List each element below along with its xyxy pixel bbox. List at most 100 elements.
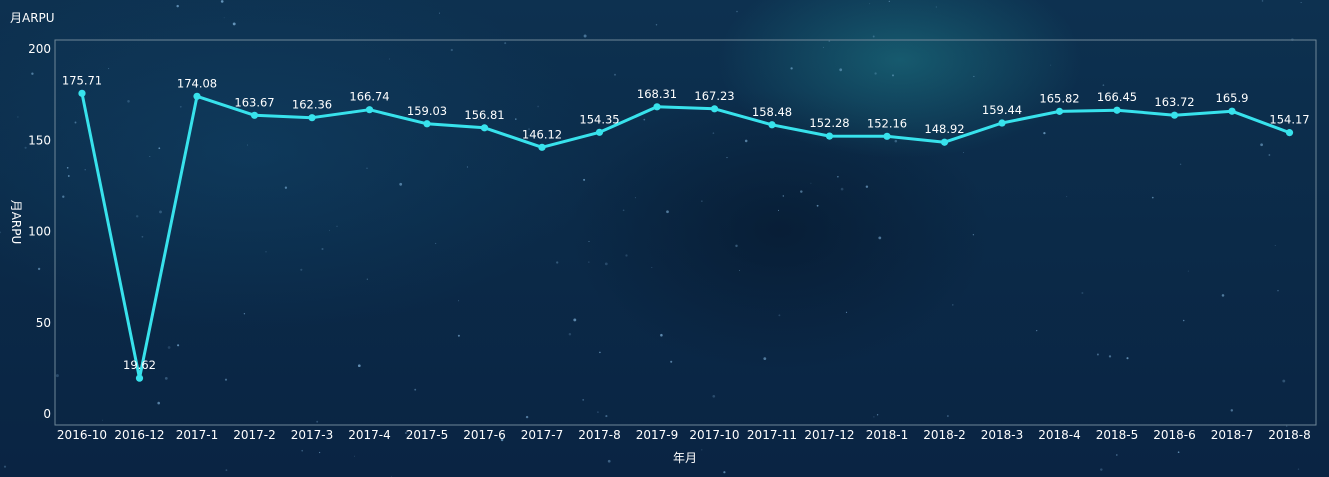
star-decoration xyxy=(159,210,162,214)
chart-title: 月ARPU xyxy=(10,11,55,25)
data-point xyxy=(883,132,891,140)
star-decoration xyxy=(1081,292,1084,294)
x-tick-label: 2018-2 xyxy=(923,428,966,442)
star-decoration xyxy=(962,152,964,154)
y-tick-label: 200 xyxy=(28,42,51,56)
data-label: 162.36 xyxy=(292,98,332,112)
star-decoration xyxy=(1115,454,1118,456)
data-point xyxy=(1285,129,1294,137)
x-tick-label: 2018-6 xyxy=(1153,428,1196,442)
star-decoration xyxy=(763,357,767,360)
data-label: 174.08 xyxy=(177,76,217,90)
star-decoration xyxy=(457,334,460,337)
star-decoration xyxy=(1102,84,1105,86)
x-tick-label: 2018-5 xyxy=(1096,428,1139,442)
star-decoration xyxy=(876,414,879,416)
data-label: 148.92 xyxy=(924,122,964,136)
series-line xyxy=(80,93,1291,380)
data-point xyxy=(768,121,776,129)
star-decoration xyxy=(525,415,529,419)
x-tick-label: 2018-7 xyxy=(1211,428,1254,442)
star-decoration xyxy=(701,449,703,451)
star-decoration xyxy=(736,10,738,13)
data-point xyxy=(940,138,949,146)
star-decoration xyxy=(670,360,673,363)
x-tick-label: 2017-7 xyxy=(521,428,564,442)
data-point xyxy=(653,103,661,111)
star-decoration xyxy=(651,266,653,269)
star-decoration xyxy=(515,118,517,120)
data-point xyxy=(1055,107,1064,115)
star-decoration xyxy=(588,241,590,242)
star-decoration xyxy=(888,0,890,3)
star-decoration xyxy=(597,411,599,413)
data-point xyxy=(538,143,546,151)
data-label: 163.72 xyxy=(1154,95,1194,109)
star-decoration xyxy=(357,364,361,368)
data-point xyxy=(308,114,316,122)
star-decoration xyxy=(935,6,937,8)
star-decoration xyxy=(873,416,875,418)
x-tick-label: 2017-4 xyxy=(348,428,391,442)
star-decoration xyxy=(582,399,585,401)
data-label: 146.12 xyxy=(522,127,562,141)
star-decoration xyxy=(399,182,403,186)
x-tick-label: 2018-1 xyxy=(866,428,909,442)
star-decoration xyxy=(1036,329,1038,332)
star-decoration xyxy=(1096,353,1099,356)
star-decoration xyxy=(723,471,726,474)
star-decoration xyxy=(1221,294,1225,297)
star-decoration xyxy=(450,48,453,52)
star-decoration xyxy=(167,346,171,349)
data-label: 156.81 xyxy=(464,108,504,122)
star-decoration xyxy=(108,68,110,70)
x-tick-label: 2017-1 xyxy=(176,428,219,442)
x-axis-label: 年月 xyxy=(673,451,697,465)
star-decoration xyxy=(816,204,819,207)
star-decoration xyxy=(625,254,628,257)
data-label: 166.74 xyxy=(349,90,389,104)
star-decoration xyxy=(93,76,95,78)
star-decoration xyxy=(17,116,19,118)
star-decoration xyxy=(1066,196,1068,198)
star-decoration xyxy=(55,374,59,378)
star-decoration xyxy=(972,234,975,236)
star-decoration xyxy=(247,144,249,146)
data-point xyxy=(1170,111,1179,119)
data-point xyxy=(480,124,489,132)
star-decoration xyxy=(1108,355,1112,358)
star-decoration xyxy=(604,262,608,266)
star-decoration xyxy=(1151,196,1154,199)
data-point xyxy=(825,132,834,140)
star-decoration xyxy=(0,231,2,234)
data-point xyxy=(365,106,374,114)
star-decoration xyxy=(1268,154,1271,156)
star-decoration xyxy=(891,74,895,77)
x-tick-label: 2017-12 xyxy=(804,428,854,442)
star-decoration xyxy=(607,459,611,463)
star-decoration xyxy=(1277,289,1279,292)
star-decoration xyxy=(1286,425,1288,427)
star-decoration xyxy=(588,261,590,263)
star-decoration xyxy=(500,438,504,442)
starfield-decoration xyxy=(0,0,1302,477)
data-labels: 175.71 19.62 174.08 163.67 162.36 166.74 159.0… xyxy=(62,73,1310,372)
star-decoration xyxy=(869,3,871,5)
star-decoration xyxy=(573,318,577,322)
star-decoration xyxy=(878,236,882,240)
star-decoration xyxy=(366,278,368,280)
data-point xyxy=(998,119,1006,127)
star-decoration xyxy=(1177,451,1180,454)
star-decoration xyxy=(839,68,843,72)
star-decoration xyxy=(1261,0,1264,2)
star-decoration xyxy=(176,4,179,8)
star-decoration xyxy=(1260,143,1263,147)
star-decoration xyxy=(164,377,168,380)
star-decoration xyxy=(321,247,324,251)
star-decoration xyxy=(220,0,224,3)
star-decoration xyxy=(1300,1,1302,4)
star-decoration xyxy=(840,187,844,191)
star-decoration xyxy=(265,250,267,253)
star-decoration xyxy=(329,229,330,231)
